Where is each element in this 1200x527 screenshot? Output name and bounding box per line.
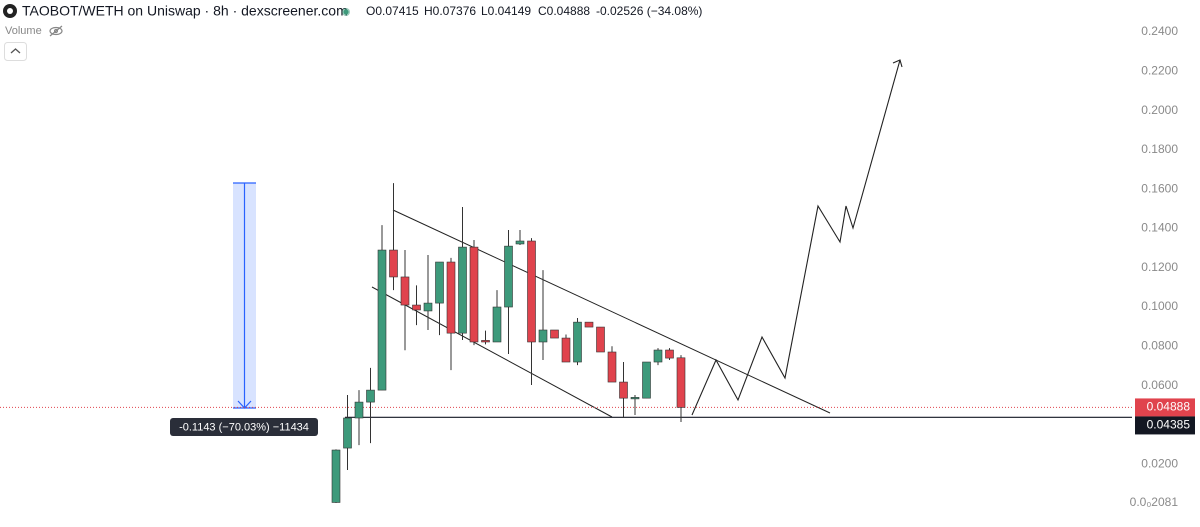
support-price-label: 0.04385: [1147, 418, 1191, 432]
y-tick-label: 0.0200: [1141, 456, 1178, 470]
support-price-bg: [1135, 416, 1195, 435]
candle-body: [400, 276, 410, 306]
measure-label-bg: [170, 418, 318, 436]
ohlc-open: O0.07415: [366, 4, 419, 18]
candle-body: [377, 249, 387, 391]
candle-body: [653, 349, 663, 363]
candle-body: [481, 340, 490, 343]
candle-body: [665, 349, 674, 359]
plot-area: 0.0₀2081 0.0200 0.0600 0.0800 0.1000 0.1200 0.…: [0, 24, 1195, 509]
y-tick-label: 0.2200: [1141, 63, 1178, 77]
candle-body: [435, 261, 444, 304]
y-tick-label: 0.2000: [1141, 103, 1178, 117]
y-tick-label: 0.1800: [1141, 142, 1178, 156]
y-tick-label: 0.1600: [1141, 181, 1178, 195]
ohlc-high: H0.07376: [424, 4, 476, 18]
candle-body: [527, 240, 536, 343]
candle-body: [446, 261, 456, 334]
y-tick-label: 0.1200: [1141, 260, 1178, 274]
candle-body: [366, 389, 375, 403]
chart-title: TAOBOT/WETH on Uniswap · 8h · dexscreene…: [22, 3, 348, 19]
y-tick-label: 0.1400: [1141, 221, 1178, 235]
ohlc-close: C0.04888: [538, 4, 590, 18]
candle-body: [550, 329, 559, 339]
projection-path: [691, 59, 901, 416]
volume-label[interactable]: Volume: [5, 25, 42, 37]
trendline-upper: [392, 209, 831, 414]
candle-body: [596, 326, 605, 353]
y-tick-label: 0.0800: [1141, 338, 1178, 352]
candle-body: [389, 249, 398, 278]
candle-body: [504, 245, 513, 308]
y-tick-label: 0.1000: [1141, 299, 1178, 313]
projection-arrow: [892, 59, 903, 68]
measure-arrow: [237, 400, 252, 409]
candle-body: [412, 304, 421, 311]
candle-body: [584, 321, 594, 328]
candle-body: [423, 302, 433, 312]
candle-body: [492, 306, 502, 343]
candle-body: [343, 417, 352, 449]
candle-body: [630, 397, 640, 400]
candle-body: [676, 357, 686, 408]
candle-body: [458, 246, 467, 334]
eye-off-icon[interactable]: [49, 25, 63, 37]
candle-body: [573, 321, 582, 363]
current-price-bg: [1135, 398, 1195, 417]
candle-body: [331, 449, 341, 503]
ohlc-change: -0.02526 (−34.08%): [596, 4, 702, 18]
status-dot: [343, 9, 349, 15]
token-icon-inner: [7, 8, 13, 14]
candle-body: [607, 351, 617, 383]
candle-body: [619, 381, 628, 399]
current-price-label: 0.04888: [1147, 400, 1191, 414]
candle-body: [538, 329, 548, 343]
chevron-icon: [10, 48, 21, 54]
ohlc-low: L0.04149: [481, 4, 531, 18]
trendline-lower: [371, 286, 613, 418]
candle-body: [354, 401, 364, 419]
collapse-button[interactable]: [4, 42, 27, 61]
candle-body: [515, 240, 525, 245]
y-tick-label: 0.0₀2081: [1130, 495, 1179, 509]
y-tick-label: 0.0600: [1141, 378, 1178, 392]
candle-body: [642, 361, 651, 399]
candle-body: [561, 337, 571, 363]
y-tick-label: 0.2400: [1141, 24, 1178, 38]
measure-label: -0.1143 (−70.03%) −11434: [179, 421, 309, 433]
candle-body: [469, 246, 479, 343]
